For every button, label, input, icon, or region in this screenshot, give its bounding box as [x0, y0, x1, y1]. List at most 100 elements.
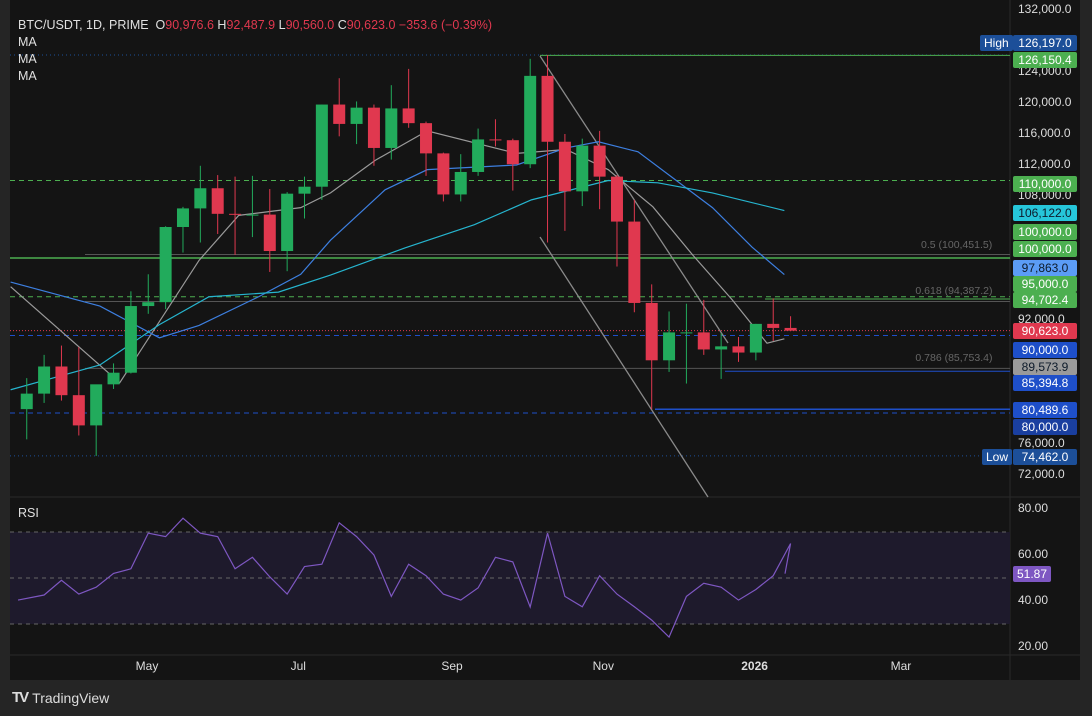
- candle: [697, 299, 710, 355]
- candle-body: [472, 139, 485, 172]
- price-axis-tick: 132,000.0: [1018, 2, 1072, 16]
- trend-line-lower: [539, 236, 709, 498]
- candle: [749, 323, 762, 361]
- candle-body: [90, 384, 103, 426]
- price-axis-tick: 120,000.0: [1018, 95, 1072, 109]
- candle-body: [420, 123, 433, 154]
- candle: [663, 311, 676, 372]
- price-label-tag: 95,000.0: [1013, 276, 1077, 292]
- candle: [211, 175, 224, 234]
- trend-line-upper: [539, 55, 729, 344]
- price-label-tag: 126,197.0: [1013, 35, 1077, 51]
- rsi-axis-tick: 80.00: [1018, 501, 1049, 515]
- moving-average-line-3: [10, 179, 785, 391]
- moving-average-line-2: [10, 141, 785, 339]
- price-label-tag: 94,702.4: [1013, 292, 1077, 308]
- candle-body: [176, 208, 189, 227]
- low-marker-label: Low: [982, 449, 1013, 465]
- price-label-tag: 80,000.0: [1013, 419, 1077, 435]
- candle-body: [55, 366, 68, 396]
- candle-body: [72, 395, 85, 426]
- fib-level-label: 0.5 (100,451.5): [921, 238, 993, 251]
- high-value: 92,487.9: [226, 18, 276, 32]
- candle: [524, 58, 537, 169]
- candle-body: [246, 214, 259, 216]
- time-axis-tick: Mar: [890, 659, 912, 673]
- close-value: 90,623.0: [346, 18, 396, 32]
- candle-body: [506, 140, 519, 165]
- candle-body: [20, 393, 33, 410]
- candle-body: [628, 221, 641, 303]
- time-axis-tick: Nov: [592, 659, 614, 673]
- price-label-tag: 90,000.0: [1013, 342, 1077, 358]
- fib-level-label: 0.786 (85,753.4): [915, 352, 993, 365]
- candle: [628, 199, 641, 313]
- candle-body: [749, 323, 762, 353]
- price-label-tag: 90,623.0: [1013, 323, 1077, 339]
- price-axis-tick: 112,000.0: [1018, 157, 1071, 171]
- candle: [281, 192, 294, 272]
- price-axis-tick: 116,000.0: [1018, 126, 1071, 140]
- rsi-line: [17, 517, 792, 639]
- price-label-tag: 80,489.6: [1013, 402, 1077, 418]
- price-label-tag: 74,462.0: [1013, 449, 1077, 465]
- candle: [72, 347, 85, 436]
- candle-body: [680, 332, 693, 334]
- candle: [229, 176, 242, 255]
- candle: [767, 298, 780, 341]
- candle-body: [558, 141, 571, 192]
- indicator-ma-1[interactable]: MA: [18, 35, 37, 49]
- rsi-axis-tick: 40.00: [1018, 593, 1049, 607]
- candle-body: [732, 346, 745, 353]
- rsi-title[interactable]: RSI: [18, 506, 39, 520]
- candle-body: [576, 145, 589, 192]
- chart-legend: BTC/USDT, 1D, PRIME O90,976.6 H92,487.9 …: [18, 17, 492, 85]
- candle: [680, 303, 693, 384]
- indicator-ma-2[interactable]: MA: [18, 52, 37, 66]
- indicator-ma-3[interactable]: MA: [18, 69, 37, 83]
- candle: [558, 134, 571, 231]
- candle: [645, 284, 658, 410]
- candle-body: [350, 107, 363, 124]
- fib-level-label: 0.618 (94,387.2): [915, 285, 993, 298]
- candle-body: [333, 104, 346, 124]
- candle: [402, 68, 415, 128]
- candle-body: [38, 366, 51, 394]
- candle-body: [541, 75, 554, 142]
- tradingview-logo[interactable]: TV TradingView: [12, 689, 109, 706]
- candle: [350, 101, 363, 145]
- candle: [576, 138, 589, 207]
- time-axis-tick: May: [135, 659, 159, 673]
- candle: [489, 119, 502, 147]
- candle: [367, 104, 380, 166]
- low-label: L: [278, 18, 286, 32]
- high-label: H: [217, 18, 227, 32]
- candle-body: [281, 193, 294, 252]
- price-label-tag: 100,000.0: [1013, 241, 1077, 257]
- price-axis-tick: 76,000.0: [1018, 436, 1065, 450]
- candle: [263, 189, 276, 272]
- candle: [420, 121, 433, 176]
- candle: [610, 175, 623, 267]
- candle: [298, 176, 311, 219]
- price-label-tag: 110,000.0: [1013, 176, 1077, 192]
- open-value: 90,976.6: [165, 18, 214, 32]
- candle-body: [663, 332, 676, 361]
- time-axis-tick: Sep: [441, 659, 463, 673]
- candle-body: [385, 108, 398, 148]
- price-axis-tick: 92,000.0: [1018, 312, 1065, 326]
- ohlc-row: BTC/USDT, 1D, PRIME O90,976.6 H92,487.9 …: [18, 17, 492, 34]
- symbol-title[interactable]: BTC/USDT, 1D, PRIME: [18, 18, 149, 32]
- candle: [142, 274, 155, 314]
- moving-average-line-1: [10, 130, 785, 384]
- rsi-current-value: 51.87: [1013, 565, 1051, 582]
- candle-body: [229, 213, 242, 215]
- time-axis-tick: 2026: [741, 659, 768, 673]
- price-label-tag: 89,573.9: [1013, 359, 1077, 375]
- candle: [506, 138, 519, 191]
- candle: [732, 337, 745, 362]
- candle-body: [298, 186, 311, 194]
- candle-body: [211, 188, 224, 214]
- price-label-tag: 97,863.0: [1013, 260, 1077, 276]
